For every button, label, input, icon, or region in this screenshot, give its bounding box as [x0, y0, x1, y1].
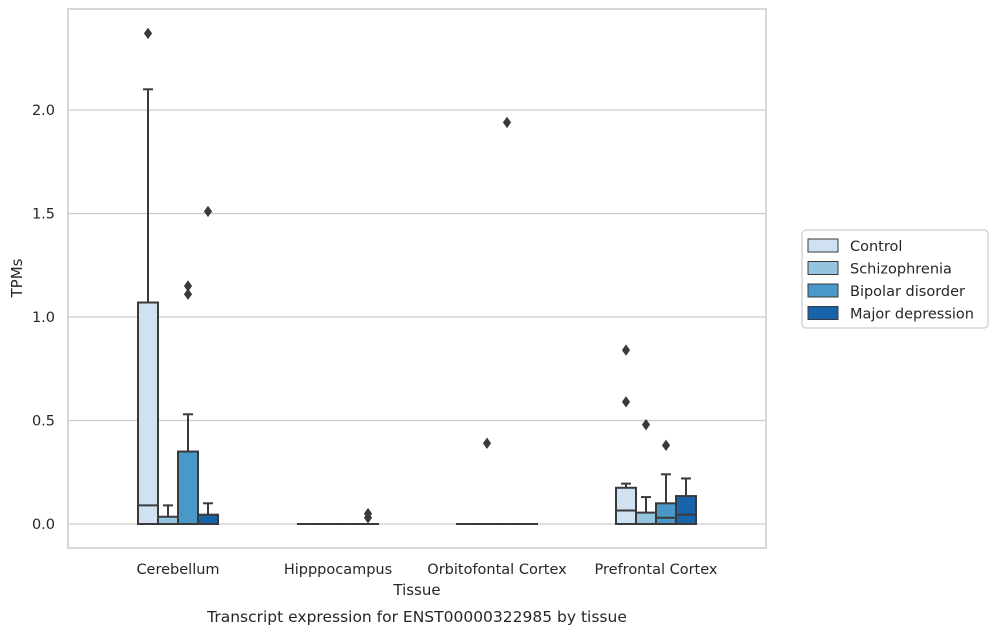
box: [197, 513, 219, 525]
legend-box: [801, 229, 989, 329]
legend-swatch: [807, 283, 839, 298]
box-series: [137, 27, 697, 526]
x-tick-label: Cerebellum: [136, 562, 219, 578]
box: [675, 495, 697, 525]
box: [615, 486, 637, 525]
outlier-point: [143, 27, 153, 40]
legend-label: Major depression: [850, 307, 974, 323]
outlier-point: [621, 344, 631, 356]
box: [635, 511, 657, 525]
legend-swatch: [807, 261, 839, 275]
y-axis-title: TPMs: [8, 258, 26, 298]
box: [177, 450, 199, 525]
y-tick-label: 0.0: [32, 517, 55, 533]
x-tick-labels: Cerebellum Hipppocampus Orbitofontal Corte…: [136, 562, 717, 578]
legend-swatch: [807, 306, 839, 320]
outlier-point: [203, 205, 213, 218]
legend-label: Bipolar disorder: [850, 284, 965, 300]
y-tick-label: 0.5: [32, 414, 55, 430]
x-tick-label: Orbitofontal Cortex: [427, 562, 567, 578]
y-tick-label: 1.5: [32, 207, 55, 223]
series-control: [137, 27, 637, 526]
x-axis-title: Tissue: [392, 581, 440, 599]
legend-label: Schizophrenia: [850, 262, 952, 278]
y-tick-label: 1.0: [32, 310, 55, 326]
chart-caption: Transcript expression for ENST0000032298…: [206, 608, 627, 626]
outlier-point: [502, 116, 512, 129]
outlier-point: [661, 439, 671, 452]
plot-frame: [67, 8, 767, 549]
y-tick-label: 2.0: [32, 103, 55, 119]
box: [137, 301, 159, 526]
outlier-point: [482, 437, 492, 449]
y-tick-labels: 0.0 0.5 1.0 1.5 2.0: [32, 103, 55, 533]
legend-swatch: [807, 238, 839, 253]
outlier-point: [183, 288, 193, 300]
box: [655, 502, 677, 525]
x-tick-label: Prefrontal Cortex: [595, 562, 718, 578]
outlier-point: [621, 396, 631, 408]
legend: Control Schizophrenia Bipolar disorder Majo…: [801, 229, 989, 329]
series-major-depression: [197, 205, 697, 526]
outlier-point: [363, 512, 373, 524]
outlier-point: [641, 418, 651, 431]
box: [157, 515, 179, 526]
legend-label: Control: [850, 239, 902, 255]
x-tick-label: Hipppocampus: [284, 562, 392, 578]
